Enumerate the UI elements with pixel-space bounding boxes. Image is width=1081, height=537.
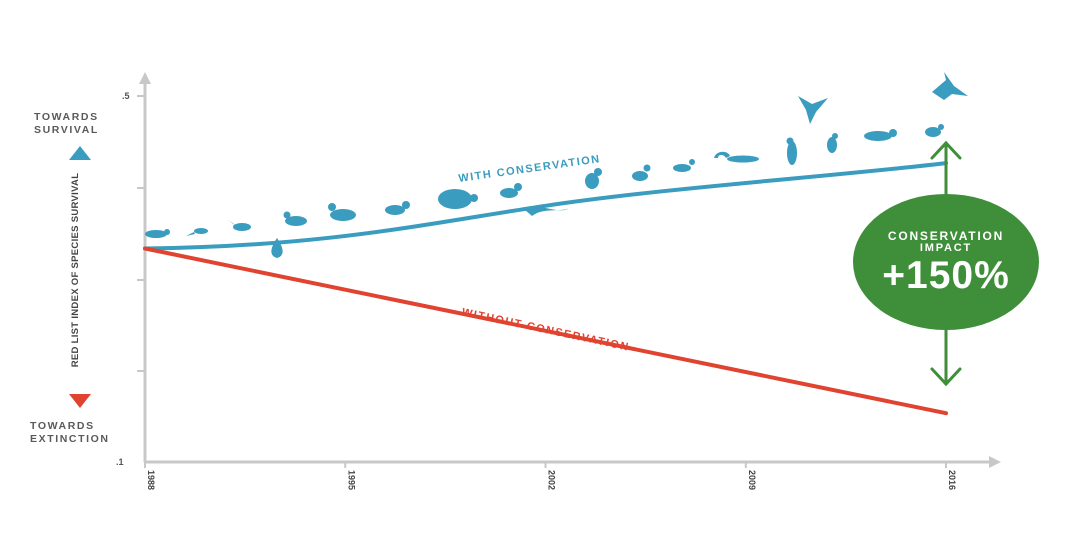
- x-tick-label: 1988: [146, 470, 156, 490]
- wildcat-icon: [500, 183, 522, 198]
- survival-arrow-icon: [69, 146, 91, 160]
- rabbit-icon: [925, 124, 944, 137]
- snake-icon: [525, 206, 572, 216]
- impact-label-line2: IMPACT: [919, 242, 973, 254]
- mongoose-icon: [864, 129, 897, 141]
- x-tick-label: 2009: [747, 470, 757, 490]
- perching-bird-icon: [827, 133, 838, 153]
- lizard-icon: [186, 228, 208, 236]
- series-line-with-conservation: [143, 161, 948, 251]
- duck-icon: [328, 203, 356, 221]
- water-drop-icon: [271, 238, 283, 258]
- x-tick-labels: 1988 1995 2002 2009 2016: [146, 470, 957, 490]
- series-label-with-conservation: WITH CONSERVATION: [458, 153, 602, 185]
- towards-extinction-label: TOWARDS EXTINCTION: [30, 420, 110, 446]
- y-tick-label-bottom: .1: [116, 457, 124, 467]
- x-tick-label: 2002: [547, 470, 557, 490]
- gecko-icon: [714, 151, 759, 163]
- towards-survival-line2: SURVIVAL: [34, 124, 99, 136]
- x-tick-marks: [144, 462, 947, 468]
- extinction-arrow-icon: [69, 394, 91, 408]
- bird-icon: [228, 220, 251, 231]
- hawk-icon: [798, 96, 828, 124]
- x-axis-arrow: [989, 456, 1001, 468]
- y-axis-arrow: [139, 72, 151, 84]
- conservation-impact-badge: CONSERVATION IMPACT +150%: [853, 194, 1039, 330]
- pigeon-icon: [283, 211, 307, 226]
- squirrel-icon: [585, 168, 602, 189]
- towards-survival-line1: TOWARDS: [34, 111, 99, 123]
- towards-extinction-line2: EXTINCTION: [30, 433, 110, 445]
- heron-icon: [632, 164, 651, 181]
- tortoise-icon: [438, 189, 478, 209]
- series-line-without-conservation: [143, 246, 948, 416]
- axes: [137, 72, 1001, 468]
- towards-extinction-line1: TOWARDS: [30, 420, 95, 432]
- x-tick-label: 2016: [947, 470, 957, 490]
- animal-silhouettes: [145, 72, 968, 258]
- y-axis-label: RED LIST INDEX OF SPECIES SURVIVAL: [70, 173, 81, 368]
- impact-value: +150%: [882, 254, 1010, 297]
- flying-bird-icon: [932, 72, 968, 100]
- x-tick-label: 1995: [346, 470, 356, 490]
- series-label-without-conservation: WITHOUT CONSERVATION: [461, 306, 631, 353]
- parrot-icon: [786, 137, 797, 165]
- impact-label-line1: CONSERVATION: [887, 229, 1005, 243]
- y-tick-label-top: .5: [122, 91, 130, 101]
- crane-icon: [673, 159, 695, 172]
- towards-survival-label: TOWARDS SURVIVAL: [34, 111, 99, 137]
- monkey-icon: [385, 201, 410, 215]
- y-tick-marks: [137, 95, 145, 372]
- otter-icon: [145, 229, 170, 238]
